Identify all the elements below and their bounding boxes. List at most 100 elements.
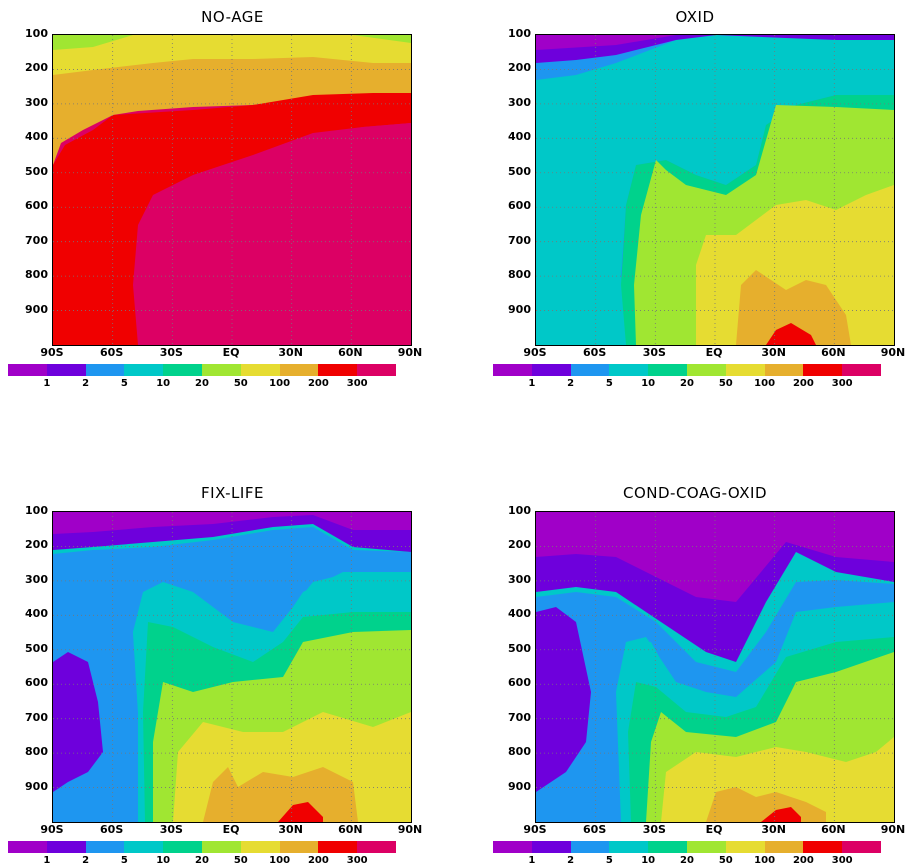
colorbar-label: 2 (567, 378, 575, 389)
y-tick-label: 600 (508, 199, 531, 213)
x-tick-label: 30S (642, 346, 666, 359)
x-tick-label: 90N (880, 823, 906, 836)
chart-title: OXID (675, 8, 715, 26)
x-tick-label: 60N (338, 346, 363, 359)
x-tick-label: 30S (642, 823, 666, 836)
contour-plot-svg (536, 35, 894, 345)
y-tick-label: 800 (25, 268, 48, 282)
colorbar-label: 50 (718, 855, 733, 866)
colorbar-label: 50 (718, 378, 733, 389)
y-tick-label: 700 (508, 710, 531, 724)
colorbar-label: 20 (195, 855, 209, 866)
y-tick-label: 400 (25, 607, 48, 621)
colorbar-label: 1 (528, 855, 536, 866)
chart-title: FIX-LIFE (201, 484, 264, 502)
colorbar-label: 100 (269, 378, 291, 389)
colorbar-label: 200 (792, 378, 814, 389)
x-tick-label: 60S (583, 346, 607, 359)
y-tick-label: 100 (508, 504, 531, 517)
colorbar-label: 10 (641, 378, 656, 389)
x-tick-label: 60S (100, 346, 124, 359)
y-tick-label: 900 (508, 302, 531, 316)
y-tick-label: 900 (25, 779, 48, 793)
colorbar-label: 200 (792, 855, 814, 866)
colorbar-label: 20 (680, 855, 694, 866)
colorbar-label: 10 (156, 855, 171, 866)
colorbar-label: 10 (641, 855, 656, 866)
y-tick-label: 300 (25, 95, 48, 109)
panel-no-age: NO-AGE 100 200 300 400 500 600 700 800 900 90S 60S… (0, 0, 455, 434)
contour-plot (535, 34, 895, 346)
x-tick-label: 60N (338, 823, 363, 836)
y-tick-label: 800 (508, 745, 531, 759)
panel-cond-coag-oxid: COND-COAG-OXID 100 200 300 400 500 600 700 800 9… (455, 434, 910, 868)
contour-plot (52, 34, 412, 346)
x-tick-label: EQ (705, 346, 723, 359)
y-tick-label: 100 (25, 504, 48, 517)
y-tick-label: 500 (25, 164, 48, 178)
colorbar-label: 2 (82, 378, 90, 389)
x-tick-label: EQ (222, 346, 240, 359)
colorbar-label: 20 (195, 378, 209, 389)
y-tick-label: 100 (25, 27, 48, 40)
chart-title: NO-AGE (201, 8, 264, 26)
x-tick-label: 90N (397, 346, 423, 359)
x-tick-label: 90N (397, 823, 423, 836)
y-tick-label: 500 (25, 641, 48, 655)
x-tick-label: 60S (100, 823, 124, 836)
colorbar-label: 5 (605, 855, 613, 866)
colorbar-label: 300 (831, 855, 853, 866)
x-tick-label: EQ (222, 823, 240, 836)
colorbar (493, 841, 881, 853)
y-tick-label: 100 (508, 27, 531, 40)
y-tick-label: 900 (508, 779, 531, 793)
y-tick-label: 300 (508, 95, 531, 109)
contour-plot (535, 511, 895, 823)
y-tick-label: 400 (508, 130, 531, 144)
y-tick-label: 200 (25, 61, 48, 75)
x-tick-label: 90N (880, 346, 906, 359)
colorbar-label: 2 (567, 855, 575, 866)
y-tick-label: 900 (25, 302, 48, 316)
colorbar-label: 1 (528, 378, 536, 389)
x-tick-label: 60N (821, 823, 846, 836)
colorbar-label: 300 (346, 855, 368, 866)
x-tick-label: 30S (159, 823, 183, 836)
y-tick-label: 600 (508, 676, 531, 690)
y-tick-label: 200 (508, 61, 531, 75)
y-tick-label: 700 (508, 233, 531, 247)
colorbar-label: 1 (43, 378, 51, 389)
y-tick-label: 500 (508, 641, 531, 655)
colorbar-label: 5 (120, 855, 128, 866)
y-tick-label: 700 (25, 710, 48, 724)
panel-oxid: OXID 100 200 300 400 500 600 700 800 900 90S 60S 30… (455, 0, 910, 434)
colorbar-label: 5 (120, 378, 128, 389)
colorbar-label: 300 (831, 378, 853, 389)
y-tick-label: 800 (25, 745, 48, 759)
colorbar-label: 20 (680, 378, 694, 389)
y-tick-label: 400 (25, 130, 48, 144)
colorbar-label: 1 (43, 855, 51, 866)
panel-fix-life: FIX-LIFE 100 200 300 400 500 600 700 800 900 90S 6… (0, 434, 455, 868)
colorbar-label: 100 (269, 855, 291, 866)
x-tick-label: 30N (761, 346, 786, 359)
colorbar-label: 2 (82, 855, 90, 866)
y-tick-label: 600 (25, 676, 48, 690)
y-tick-label: 800 (508, 268, 531, 282)
y-tick-label: 200 (25, 538, 48, 552)
colorbar-label: 200 (307, 855, 329, 866)
y-tick-label: 300 (508, 572, 531, 586)
y-tick-label: 200 (508, 538, 531, 552)
x-tick-label: 30N (278, 346, 303, 359)
y-tick-label: 300 (25, 572, 48, 586)
x-tick-label: 30S (159, 346, 183, 359)
colorbar-label: 5 (605, 378, 613, 389)
x-tick-label: 90S (523, 823, 547, 836)
y-tick-label: 600 (25, 199, 48, 213)
x-tick-label: 60N (821, 346, 846, 359)
colorbar (8, 364, 396, 376)
x-tick-label: 30N (278, 823, 303, 836)
colorbar-label: 10 (156, 378, 171, 389)
colorbar (8, 841, 396, 853)
y-tick-label: 400 (508, 607, 531, 621)
